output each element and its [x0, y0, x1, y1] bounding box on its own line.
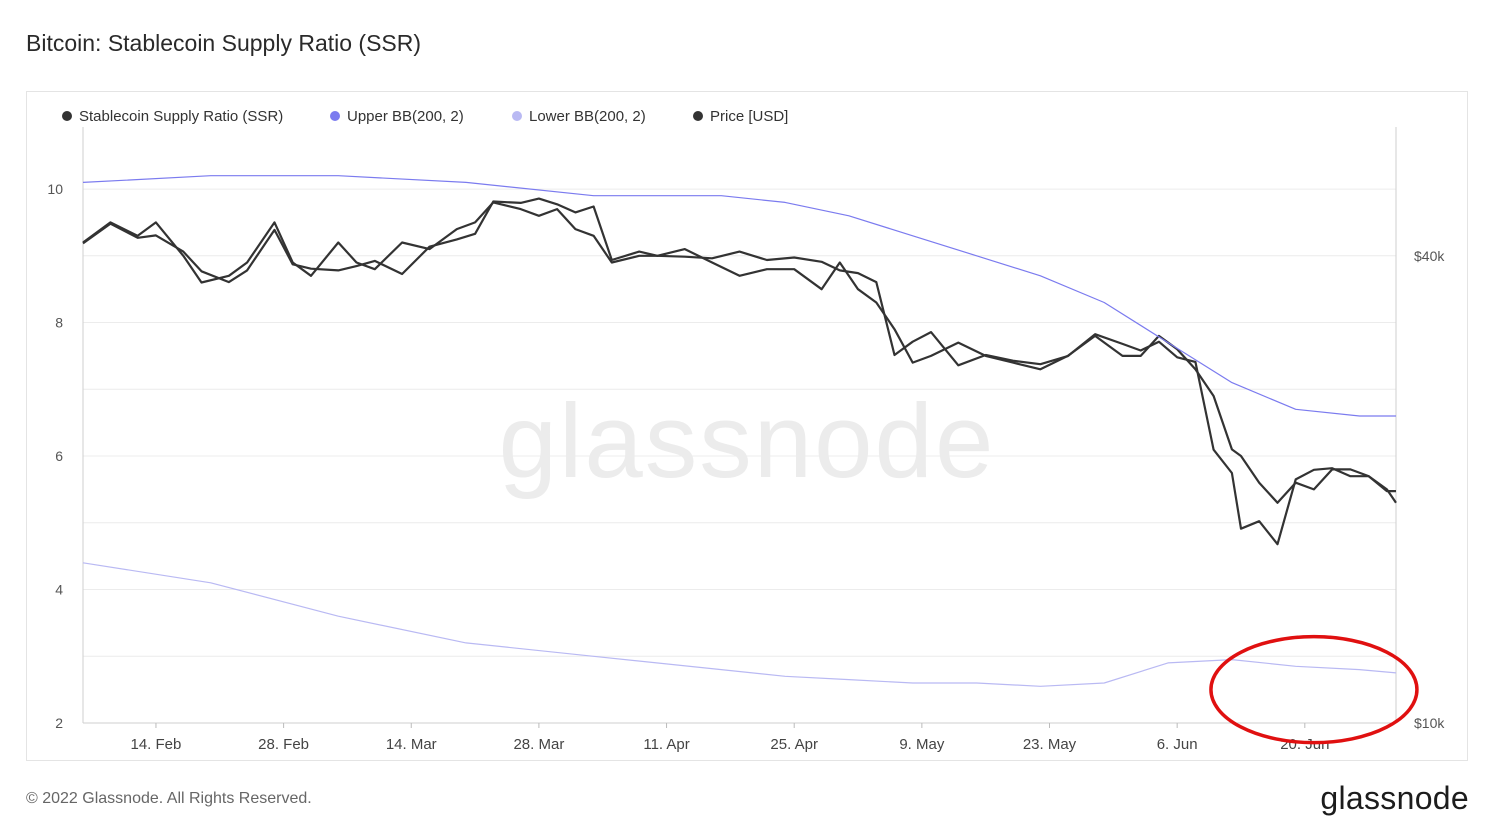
brand-logo[interactable]: glassnode	[1320, 780, 1469, 816]
x-tick-label: 9. May	[899, 736, 945, 753]
y-left-tick-label: 10	[47, 181, 63, 197]
y-right-tick-label: $40k	[1414, 248, 1445, 264]
legend-label: Lower BB(200, 2)	[529, 108, 646, 125]
x-tick-label: 11. Apr	[643, 736, 689, 753]
legend-label: Upper BB(200, 2)	[347, 108, 464, 125]
x-tick-label: 28. Mar	[513, 736, 564, 753]
legend-marker	[330, 111, 340, 121]
x-tick-label: 14. Mar	[386, 736, 437, 753]
annotation-layer	[1209, 634, 1419, 745]
highlight-ellipse	[1209, 634, 1419, 745]
legend-marker	[512, 111, 522, 121]
y-left-tick-label: 6	[55, 448, 63, 464]
upper-bb-line	[82, 175, 1396, 417]
axis-ticks: 2 4 6 8 10 $10k $40k 14. Feb 28. Feb 14. Mar 28. M…	[47, 181, 1445, 753]
y-left-tick-label: 4	[55, 582, 63, 598]
x-tick-label: 14. Feb	[131, 736, 182, 753]
legend-label: Stablecoin Supply Ratio (SSR)	[79, 108, 283, 125]
grid	[82, 127, 1397, 724]
legend-marker	[693, 111, 703, 121]
page-title: Bitcoin: Stablecoin Supply Ratio (SSR)	[26, 30, 422, 56]
x-tick-label: 28. Feb	[258, 736, 309, 753]
legend-label: Price [USD]	[710, 108, 788, 125]
lower-bb-line	[82, 562, 1397, 687]
chart-panel: Stablecoin Supply Ratio (SSR) Upper BB(20…	[26, 91, 1468, 761]
price-line	[82, 197, 1396, 546]
legend-marker	[62, 111, 72, 121]
x-tick-label: 25. Apr	[770, 736, 818, 753]
ssr-line	[82, 201, 1397, 504]
legend: Stablecoin Supply Ratio (SSR) Upper BB(20…	[62, 108, 788, 125]
x-tick-label: 20. Jun	[1280, 736, 1329, 753]
x-tick-label: 23. May	[1023, 736, 1077, 753]
x-tick-label: 6. Jun	[1157, 736, 1198, 753]
y-right-tick-label: $10k	[1414, 715, 1445, 731]
copyright-text: © 2022 Glassnode. All Rights Reserved.	[26, 790, 312, 807]
chart-canvas[interactable]: Stablecoin Supply Ratio (SSR) Upper BB(20…	[27, 92, 1469, 762]
series-lines	[82, 175, 1397, 687]
y-left-tick-label: 8	[55, 315, 63, 331]
watermark: glassnode	[499, 383, 996, 500]
y-left-tick-label: 2	[55, 715, 63, 731]
